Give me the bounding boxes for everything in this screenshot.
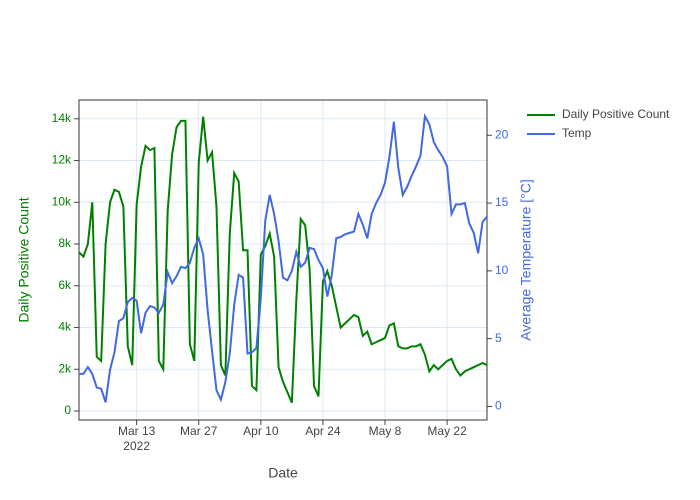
legend-label: Temp: [562, 126, 592, 140]
y-tick-label: 14k: [52, 111, 72, 125]
y2-tick-label: 10: [495, 263, 509, 277]
y-tick-label: 4k: [58, 320, 72, 334]
x-tick-label: Mar 13: [118, 424, 156, 438]
x-tick-label: Apr 24: [305, 424, 341, 438]
x-axis-title: Date: [268, 465, 298, 481]
data-line: [78, 116, 488, 404]
x-tick-label: Apr 10: [243, 424, 279, 438]
plot-frame: [78, 99, 488, 421]
x-tick-year: 2022: [123, 439, 150, 453]
y2-tick-label: 5: [495, 331, 502, 345]
data-line: [79, 113, 488, 403]
y2-tick-label: 20: [495, 127, 509, 141]
y-axis-title: Daily Positive Count: [16, 197, 32, 322]
x-tick-label: May 8: [369, 424, 402, 438]
y2-axis-title: Average Temperature [°C]: [518, 179, 534, 341]
y-tick-label: 10k: [52, 194, 72, 208]
x-tick-label: Mar 27: [180, 424, 218, 438]
y-tick-label: 8k: [58, 236, 72, 250]
y2-tick-label: 0: [495, 399, 502, 413]
y2-tick-label: 15: [495, 195, 509, 209]
x-tick-label: May 22: [427, 424, 467, 438]
y-tick-label: 2k: [58, 361, 72, 375]
y-tick-label: 12k: [52, 153, 72, 167]
legend-label: Daily Positive Count: [562, 107, 670, 121]
y-tick-label: 6k: [58, 278, 72, 292]
y-tick-label: 0: [64, 403, 71, 417]
